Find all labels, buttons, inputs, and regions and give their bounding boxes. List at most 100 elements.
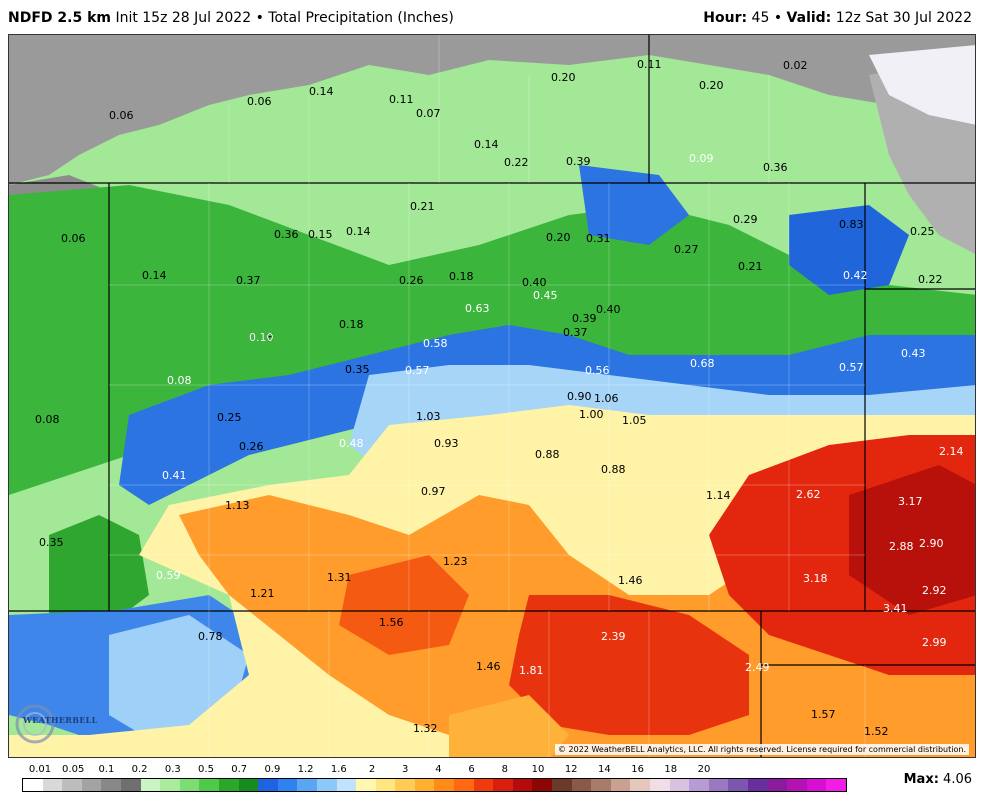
legend-color-swatch [101,779,121,791]
legend-color-swatch [787,779,807,791]
legend-color-swatch [62,779,82,791]
copyright-credit: © 2022 WeatherBELL Analytics, LLC. All r… [555,744,969,755]
legend-color-swatch [414,779,435,791]
title-separator: • [255,10,264,26]
precip-value-label: 0.08 [35,413,60,426]
precip-value-label: 0.35 [345,363,370,376]
legend-tick-label: 2 [368,764,376,775]
dark-red-area [849,465,975,615]
precipitation-map[interactable]: 0.06 0.06 0.14 0.11 0.07 0.20 0.11 0.02 0.20 0.14… [8,34,976,758]
precip-value-label: 0.97 [421,485,446,498]
logo-text: WEATHERBELL [23,715,98,725]
precip-value-label: 0.63 [465,302,490,315]
legend-color-swatch [258,779,278,791]
precip-legend: 0.01 0.05 0.1 0.2 0.3 0.5 0.7 0.9 1.2 1.6 2 3 4 6 8 10 1… [8,762,847,802]
legend-tick-label: 14 [598,764,611,775]
hour-label: Hour: [703,10,748,26]
precip-value-label: 0.21 [738,260,763,273]
precip-value-label: 0.22 [504,156,529,169]
max-value-readout: Max: 4.06 [904,772,972,787]
legend-color-swatch [238,779,259,791]
legend-color-swatch [160,779,180,791]
county-boundaries [109,35,866,757]
valid-time-info: Hour: 45 • Valid: 12z Sat 30 Jul 2022 [703,10,972,26]
precip-value-label: 1.46 [476,660,501,673]
legend-colorbar [22,778,847,792]
precip-value-label: 0.45 [533,289,558,302]
blue-area-northeast [789,205,909,295]
legend-tick-label: 0.01 [28,764,52,775]
precip-value-label: 0.14 [309,85,334,98]
legend-color-swatch [650,779,670,791]
valid-value: 12z Sat 30 Jul 2022 [835,10,972,26]
red-orange-area [339,555,469,655]
title-separator-right: • [773,10,783,26]
legend-tick-label: 0.05 [62,764,85,775]
precip-value-label: 1.81 [519,664,544,677]
precip-value-label: 0.09 [689,152,714,165]
precip-value-label: 0.78 [198,630,223,643]
precip-value-label: 0.11 [637,58,662,71]
legend-tick-label: 1.6 [330,764,347,775]
precip-value-label: 0.25 [217,411,242,424]
precip-value-label: 0.02 [783,59,808,72]
legend-color-swatch [120,779,141,791]
legend-color-swatch [669,779,690,791]
precip-value-label: 0.57 [839,361,864,374]
precip-value-label: 0.06 [61,232,86,245]
precip-value-label: 0.27 [674,243,699,256]
precip-value-label: 1.57 [811,708,836,721]
precip-value-label: 0.06 [109,109,134,122]
legend-color-swatch [689,779,709,791]
precip-value-label: 1.21 [250,587,275,600]
precip-value-label: 0.18 [449,270,474,283]
legend-color-swatch [454,779,474,791]
legend-color-swatch [179,779,200,791]
precip-value-label: 0.29 [733,213,758,226]
precip-value-label: 0.37 [236,274,261,287]
precip-value-label: 1.56 [379,616,404,629]
precip-value-label: 0.40 [596,303,621,316]
legend-color-swatch [395,779,415,791]
legend-tick-label: 0.3 [164,764,181,775]
precip-value-label: 0.48 [339,437,364,450]
blue-area-north [579,165,689,245]
precip-value-label: 0.25 [910,225,935,238]
precip-value-label: 2.49 [745,661,770,674]
legend-color-swatch [630,779,650,791]
legend-color-swatch [512,779,533,791]
legend-color-swatch [532,779,553,791]
value-labels: 0.060.060.140.110.070.200.11 0.020.200.14… [35,58,964,738]
legend-color-swatch [493,779,513,791]
orange-area-south [449,695,569,757]
legend-color-swatch [747,779,768,791]
precip-value-label: 1.03 [416,410,441,423]
legend-color-swatch [610,779,631,791]
legend-color-swatch [81,779,102,791]
legend-color-swatch [571,779,592,791]
legend-tick-label: 0.1 [98,764,115,775]
precip-value-label: 0.31 [586,232,611,245]
precip-value-label: 0.11 [389,93,414,106]
precip-value-label: 0.40 [522,276,547,289]
precip-value-label: 1.32 [413,722,438,735]
precip-value-label: 2.39 [601,630,626,643]
precip-value-label: 1.06 [594,392,619,405]
precip-value-label: 0.10 [249,331,274,344]
legend-color-swatch [297,779,317,791]
legend-tick-label: 8 [501,764,508,775]
legend-color-swatch [473,779,494,791]
precip-value-label: 0.20 [551,71,576,84]
legend-color-swatch [806,779,827,791]
precip-value-label: 1.13 [225,499,250,512]
precip-value-label: 3.17 [898,495,923,508]
legend-color-swatch [23,779,43,791]
precip-value-label: 0.88 [535,448,560,461]
precip-value-label: 1.23 [443,555,468,568]
legend-tick-label: 4 [435,764,442,775]
state-boundaries [9,35,975,757]
precip-value-label: 1.46 [618,574,643,587]
precip-value-label: 1.52 [864,725,889,738]
precip-value-label: 3.41 [883,602,908,615]
legend-tick-label: 18 [664,764,678,775]
